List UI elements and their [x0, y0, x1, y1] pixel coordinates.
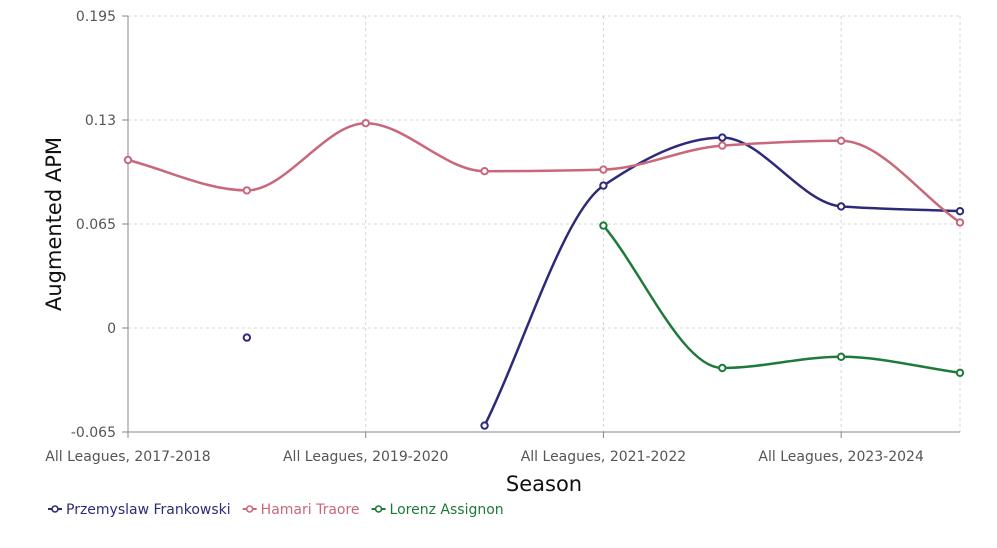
data-point-przemyslaw-frankowski: [599, 181, 608, 190]
data-point-lorenz-assignon: [599, 221, 608, 230]
y-axis-title: Augmented APM: [42, 137, 66, 311]
data-point-hamari-traore: [123, 155, 133, 165]
legend-item-hamari-traore: Hamari Traore: [242, 502, 360, 518]
x-tick-label: All Leagues, 2021-2022: [521, 449, 686, 465]
data-point-hamari-traore: [599, 165, 608, 174]
grid: [128, 15, 961, 432]
series-line-hamari-traore: [126, 121, 962, 224]
data-point-hamari-traore: [836, 136, 846, 146]
data-point-przemyslaw-frankowski: [718, 133, 727, 142]
legend-marker: [374, 505, 383, 513]
data-point-przemyslaw-frankowski: [480, 421, 489, 430]
series-line-lorenz-assignon: [602, 224, 962, 375]
y-tick-label: 0.13: [85, 113, 116, 129]
data-point-hamari-traore: [955, 218, 965, 227]
tick-labels: -0.065 0 0.065 0.13 0.195 All Leagues, 2017-2…: [45, 9, 924, 465]
data-point-przemyslaw-frankowski: [955, 207, 965, 216]
series: [123, 119, 965, 430]
y-tick-label: 0.195: [76, 9, 116, 25]
x-axis-title: Season: [506, 472, 582, 496]
axes: [122, 15, 960, 438]
data-point-lorenz-assignon: [718, 363, 727, 373]
data-point-hamari-traore: [242, 186, 252, 195]
data-point-hamari-traore: [718, 141, 727, 150]
legend-label: Hamari Traore: [261, 502, 360, 518]
y-tick-label: 0.065: [76, 217, 116, 233]
data-point-lorenz-assignon: [955, 368, 965, 377]
data-point-hamari-traore: [361, 119, 370, 128]
data-point-przemyslaw-frankowski: [836, 202, 846, 211]
data-point-przemyslaw-frankowski: [242, 333, 252, 342]
legend-label: Lorenz Assignon: [390, 502, 504, 518]
y-tick-label: 0: [107, 321, 116, 337]
legend: Przemyslaw Frankowski Hamari Traore Lorenz…: [48, 502, 504, 518]
x-tick-label: All Leagues, 2019-2020: [283, 449, 448, 465]
legend-marker: [245, 505, 254, 513]
legend-label: Przemyslaw Frankowski: [66, 502, 231, 518]
data-point-lorenz-assignon: [836, 352, 846, 361]
legend-marker: [51, 505, 59, 513]
x-tick-label: All Leagues, 2017-2018: [45, 449, 210, 465]
data-point-hamari-traore: [480, 167, 489, 176]
legend-item-lorenz-assignon: Lorenz Assignon: [371, 502, 504, 518]
series-line-przemyslaw-frankowski: [483, 136, 962, 427]
y-tick-label: -0.065: [71, 425, 116, 441]
legend-item-przemyslaw-frankowski: Przemyslaw Frankowski: [48, 502, 231, 518]
x-tick-label: All Leagues, 2023-2024: [758, 449, 924, 465]
